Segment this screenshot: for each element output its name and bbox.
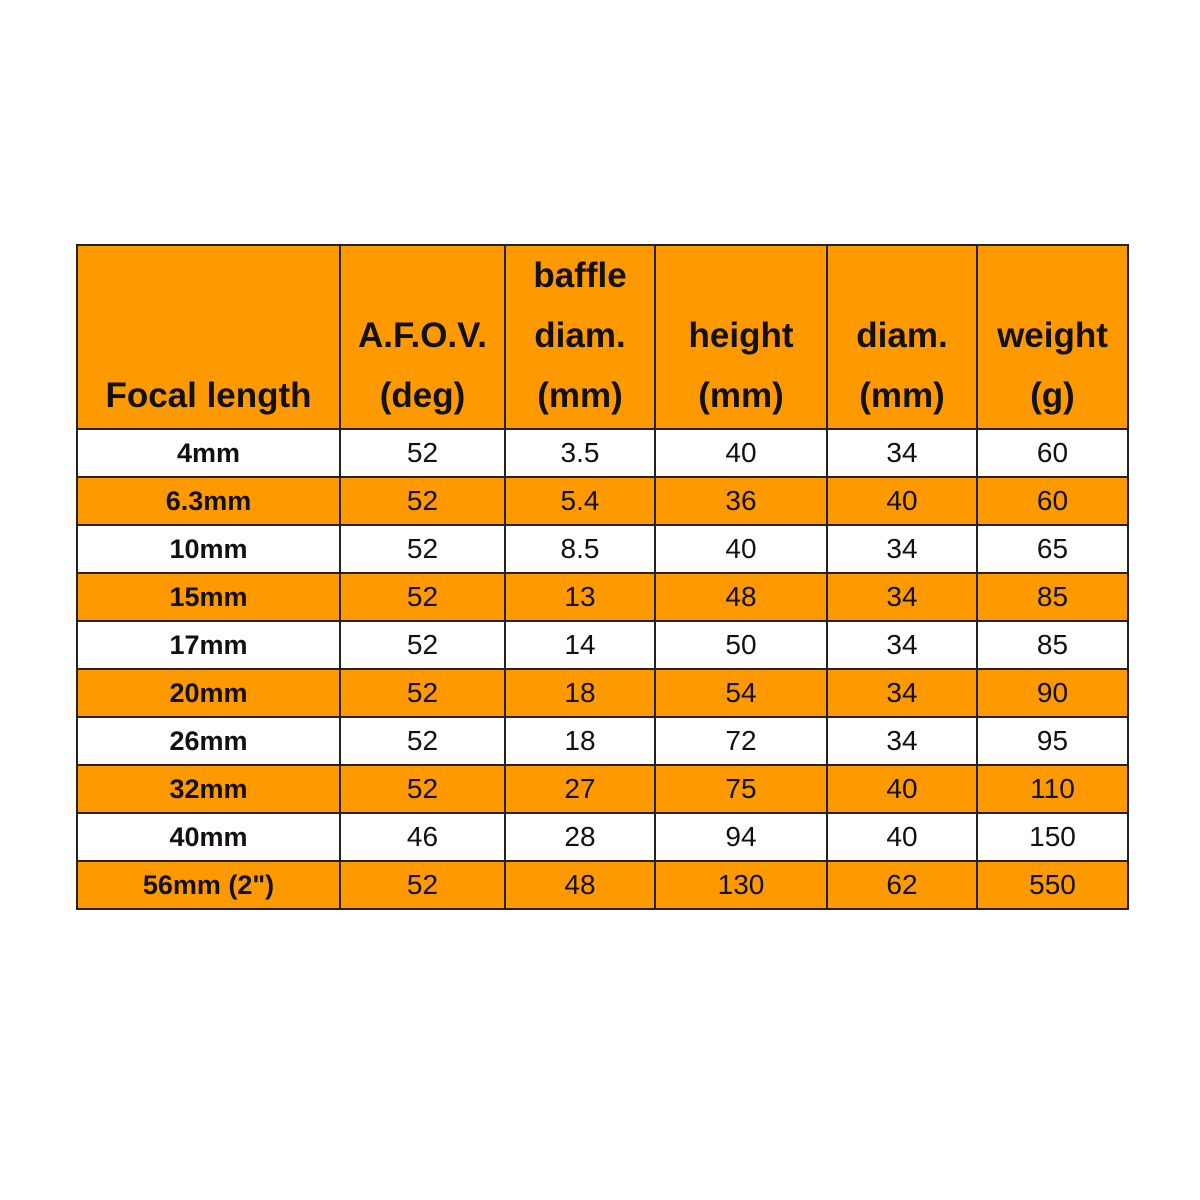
table-cell-afov: 52 xyxy=(339,620,506,670)
column-header-afov: A.F.O.V. (deg) xyxy=(339,244,506,430)
table-cell-diam: 40 xyxy=(826,476,978,526)
table-cell-baffle-diam: 5.4 xyxy=(504,476,656,526)
table-row: 6.3mm 52 5.4 36 40 60 xyxy=(76,476,1129,526)
table-cell-weight: 90 xyxy=(976,668,1129,718)
table-cell-weight: 85 xyxy=(976,572,1129,622)
table-cell-afov: 52 xyxy=(339,860,506,910)
column-header-line: Focal length xyxy=(105,376,312,415)
column-header-line: diam. xyxy=(856,316,948,355)
table-cell-diam: 34 xyxy=(826,716,978,766)
table-cell-baffle-diam: 28 xyxy=(504,812,656,862)
row-label: 6.3mm xyxy=(76,476,341,526)
column-header-line: baffle xyxy=(533,256,627,295)
table-cell-afov: 52 xyxy=(339,668,506,718)
table-cell-height: 48 xyxy=(654,572,828,622)
table-cell-height: 75 xyxy=(654,764,828,814)
table-cell-baffle-diam: 8.5 xyxy=(504,524,656,574)
column-header-line: weight xyxy=(997,316,1108,355)
table-cell-baffle-diam: 48 xyxy=(504,860,656,910)
table-cell-baffle-diam: 18 xyxy=(504,668,656,718)
column-header-diam: diam. (mm) xyxy=(826,244,978,430)
eyepiece-spec-table: Focal length A.F.O.V. (deg) baffle diam. (mm)… xyxy=(76,244,1129,910)
table-cell-weight: 65 xyxy=(976,524,1129,574)
column-header-weight: weight (g) xyxy=(976,244,1129,430)
table-cell-height: 72 xyxy=(654,716,828,766)
table-cell-height: 54 xyxy=(654,668,828,718)
column-header-line: (mm) xyxy=(859,376,945,415)
table-cell-afov: 52 xyxy=(339,428,506,478)
table-cell-height: 40 xyxy=(654,428,828,478)
table-row: 32mm 52 27 75 40 110 xyxy=(76,764,1129,814)
row-label: 26mm xyxy=(76,716,341,766)
row-label: 56mm (2") xyxy=(76,860,341,910)
column-header-line: (deg) xyxy=(379,376,466,415)
table-cell-baffle-diam: 13 xyxy=(504,572,656,622)
column-header-line: (mm) xyxy=(537,376,623,415)
column-header-height: height (mm) xyxy=(654,244,828,430)
table-cell-weight: 60 xyxy=(976,476,1129,526)
table-row: 40mm 46 28 94 40 150 xyxy=(76,812,1129,862)
column-header-line: height xyxy=(688,316,794,355)
table-row: 56mm (2") 52 48 130 62 550 xyxy=(76,860,1129,910)
row-label: 32mm xyxy=(76,764,341,814)
table-cell-height: 50 xyxy=(654,620,828,670)
row-label: 10mm xyxy=(76,524,341,574)
table-cell-weight: 110 xyxy=(976,764,1129,814)
table-row: 17mm 52 14 50 34 85 xyxy=(76,620,1129,670)
table-row: 10mm 52 8.5 40 34 65 xyxy=(76,524,1129,574)
table-cell-diam: 34 xyxy=(826,524,978,574)
column-header-focal-length: Focal length xyxy=(76,244,341,430)
table-cell-afov: 46 xyxy=(339,812,506,862)
table-cell-diam: 40 xyxy=(826,812,978,862)
table-cell-height: 94 xyxy=(654,812,828,862)
table-cell-baffle-diam: 3.5 xyxy=(504,428,656,478)
row-label: 17mm xyxy=(76,620,341,670)
table-cell-weight: 85 xyxy=(976,620,1129,670)
table-cell-weight: 150 xyxy=(976,812,1129,862)
table-cell-baffle-diam: 18 xyxy=(504,716,656,766)
table-cell-afov: 52 xyxy=(339,572,506,622)
table-cell-afov: 52 xyxy=(339,716,506,766)
table-cell-diam: 34 xyxy=(826,620,978,670)
table-row: 4mm 52 3.5 40 34 60 xyxy=(76,428,1129,478)
table-cell-afov: 52 xyxy=(339,524,506,574)
column-header-line: A.F.O.V. xyxy=(357,316,488,355)
table-cell-diam: 40 xyxy=(826,764,978,814)
column-header-baffle-diam: baffle diam. (mm) xyxy=(504,244,656,430)
table-cell-height: 130 xyxy=(654,860,828,910)
table-cell-diam: 62 xyxy=(826,860,978,910)
table-cell-weight: 95 xyxy=(976,716,1129,766)
table-cell-weight: 60 xyxy=(976,428,1129,478)
table-row: 26mm 52 18 72 34 95 xyxy=(76,716,1129,766)
table-cell-diam: 34 xyxy=(826,572,978,622)
table-row: 20mm 52 18 54 34 90 xyxy=(76,668,1129,718)
column-header-line: (g) xyxy=(1030,376,1075,415)
row-label: 15mm xyxy=(76,572,341,622)
column-header-line: (mm) xyxy=(698,376,784,415)
header-row: Focal length A.F.O.V. (deg) baffle diam. (mm)… xyxy=(76,244,1129,430)
table-cell-diam: 34 xyxy=(826,428,978,478)
table-cell-diam: 34 xyxy=(826,668,978,718)
row-label: 40mm xyxy=(76,812,341,862)
table-cell-height: 36 xyxy=(654,476,828,526)
table-row: 15mm 52 13 48 34 85 xyxy=(76,572,1129,622)
table-cell-afov: 52 xyxy=(339,476,506,526)
table-cell-weight: 550 xyxy=(976,860,1129,910)
table-cell-afov: 52 xyxy=(339,764,506,814)
row-label: 20mm xyxy=(76,668,341,718)
table-cell-height: 40 xyxy=(654,524,828,574)
table-cell-baffle-diam: 27 xyxy=(504,764,656,814)
column-header-line: diam. xyxy=(534,316,626,355)
table-cell-baffle-diam: 14 xyxy=(504,620,656,670)
row-label: 4mm xyxy=(76,428,341,478)
